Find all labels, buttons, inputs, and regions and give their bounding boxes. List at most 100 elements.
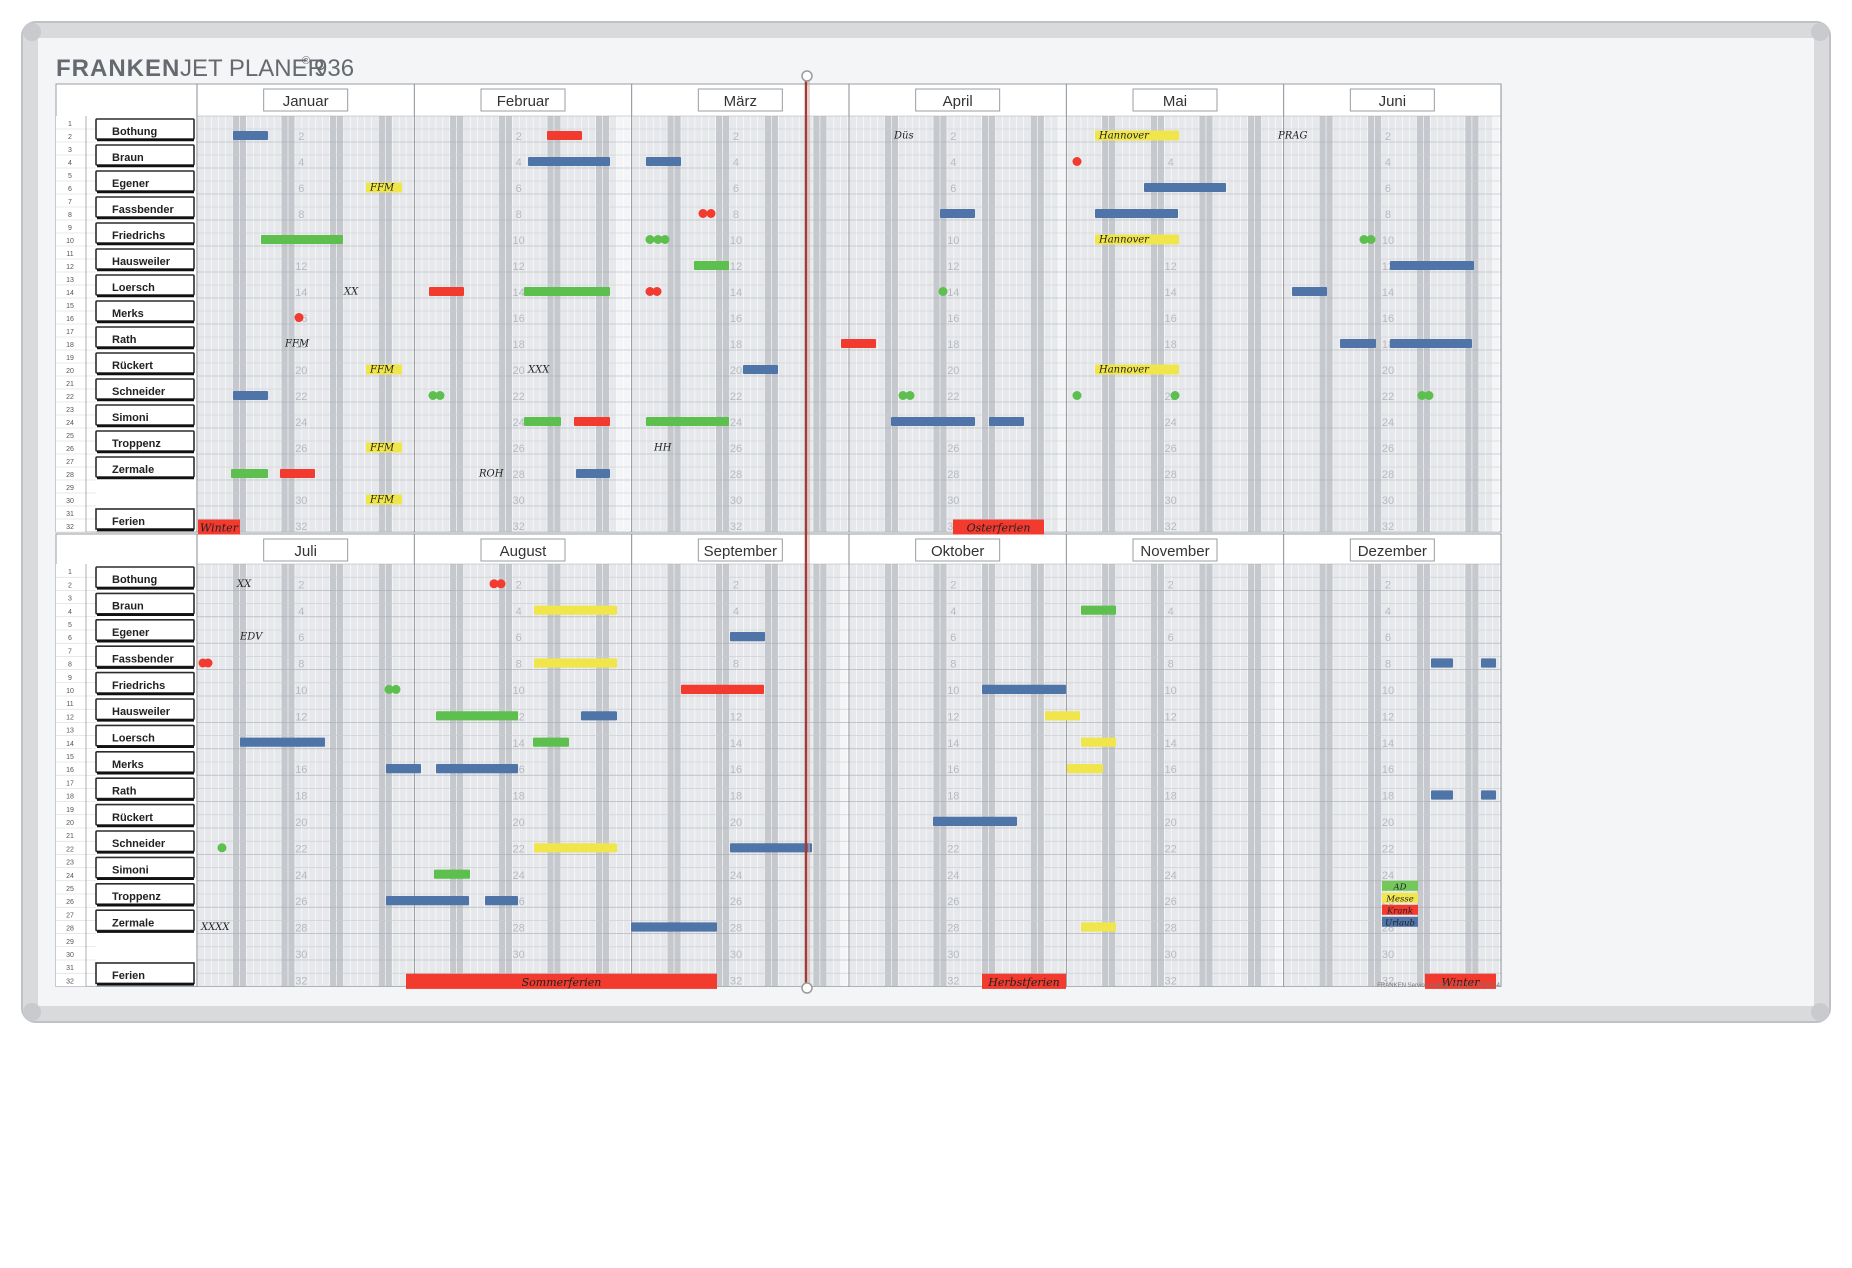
planning-magnet bbox=[280, 469, 315, 478]
row-marker: 2 bbox=[1385, 579, 1391, 591]
staff-name: Egener bbox=[112, 178, 150, 190]
row-marker: 6 bbox=[298, 632, 304, 644]
row-marker: 24 bbox=[947, 870, 959, 882]
row-marker: 2 bbox=[298, 131, 304, 143]
row-marker: 24 bbox=[513, 417, 525, 429]
row-marker: 8 bbox=[733, 659, 739, 671]
handwritten-note: FFM bbox=[369, 183, 395, 194]
holiday-banner bbox=[198, 519, 240, 535]
label-magnet bbox=[366, 442, 402, 453]
row-marker: 28 bbox=[513, 923, 525, 935]
dot-magnet bbox=[1366, 235, 1376, 244]
month-tab bbox=[915, 538, 1001, 562]
row-marker: 8 bbox=[1385, 659, 1391, 671]
row-marker: 4 bbox=[733, 157, 739, 169]
row-marker: 18 bbox=[1382, 791, 1394, 803]
row-marker: 32 bbox=[1165, 975, 1177, 987]
planning-magnet bbox=[989, 417, 1024, 426]
name-strip bbox=[95, 750, 195, 773]
dot-magnet bbox=[645, 235, 655, 244]
row-number: 10 bbox=[66, 688, 74, 695]
month-tab bbox=[263, 538, 349, 562]
row-number: 31 bbox=[66, 511, 74, 518]
dot-magnet bbox=[203, 658, 213, 668]
row-marker: 26 bbox=[730, 443, 742, 455]
row-number: 8 bbox=[68, 212, 72, 219]
staff-name: Schneider bbox=[112, 838, 166, 850]
planner-half-bottom: 2468101214161820222426283032Juli24681012… bbox=[55, 533, 1502, 987]
row-marker: 2 bbox=[1385, 131, 1391, 143]
dot-magnet bbox=[1424, 391, 1434, 400]
row-marker: 18 bbox=[947, 339, 959, 351]
row-number: 28 bbox=[66, 926, 74, 933]
row-marker: 28 bbox=[513, 469, 525, 481]
row-marker: 22 bbox=[513, 391, 525, 403]
row-marker: 12 bbox=[295, 711, 307, 723]
row-marker: 30 bbox=[513, 495, 525, 507]
row-number: 19 bbox=[66, 355, 74, 362]
row-number: 18 bbox=[66, 342, 74, 349]
row-marker: 10 bbox=[947, 235, 959, 247]
label-magnet bbox=[1095, 234, 1179, 245]
month-label: September bbox=[704, 543, 777, 560]
row-marker: 6 bbox=[733, 183, 739, 195]
handwritten-note: EDV bbox=[239, 632, 264, 643]
row-marker: 14 bbox=[1165, 738, 1177, 750]
row-marker: 16 bbox=[947, 764, 959, 776]
staff-name: Bothung bbox=[112, 574, 157, 586]
planning-magnet bbox=[743, 365, 778, 374]
row-marker: 20 bbox=[1382, 365, 1394, 377]
row-marker: 10 bbox=[947, 685, 959, 697]
label-magnet bbox=[1095, 130, 1179, 141]
row-marker: 18 bbox=[947, 791, 959, 803]
handwritten-note: FFM bbox=[369, 495, 395, 506]
planning-magnet bbox=[1081, 922, 1116, 932]
row-number: 3 bbox=[68, 147, 72, 154]
month-label: Januar bbox=[283, 93, 329, 110]
planning-magnet bbox=[1481, 790, 1496, 800]
row-number: 26 bbox=[66, 899, 74, 906]
row-marker: 6 bbox=[950, 632, 956, 644]
row-marker: 2 bbox=[733, 131, 739, 143]
planning-magnet bbox=[681, 684, 764, 694]
planning-magnet bbox=[1431, 658, 1453, 668]
row-marker: 14 bbox=[1382, 287, 1394, 299]
planning-magnet bbox=[982, 684, 1066, 694]
row-marker: 20 bbox=[513, 817, 525, 829]
row-number: 15 bbox=[66, 303, 74, 310]
row-marker: 22 bbox=[1382, 843, 1394, 855]
row-number: 22 bbox=[66, 846, 74, 853]
month-tab bbox=[697, 88, 783, 112]
legend-label: Messe bbox=[1385, 894, 1414, 904]
staff-name: Braun bbox=[112, 152, 144, 164]
row-marker: 26 bbox=[1165, 896, 1177, 908]
staff-name: Troppenz bbox=[112, 891, 161, 903]
planning-magnet bbox=[940, 209, 975, 218]
month-label: Dezember bbox=[1358, 543, 1427, 560]
dot-magnet bbox=[938, 287, 948, 296]
staff-name: Schneider bbox=[112, 386, 166, 398]
month-tab bbox=[1132, 88, 1218, 112]
row-number: 9 bbox=[68, 675, 72, 682]
row-marker: 8 bbox=[298, 209, 304, 221]
row-marker: 26 bbox=[513, 443, 525, 455]
row-marker: 22 bbox=[295, 391, 307, 403]
row-number: 17 bbox=[66, 780, 74, 787]
row-marker: 12 bbox=[295, 261, 307, 273]
planning-magnet bbox=[1144, 183, 1226, 192]
row-number: 2 bbox=[68, 582, 72, 589]
row-marker: 10 bbox=[513, 235, 525, 247]
dot-magnet bbox=[898, 391, 908, 400]
legend-label: Krank bbox=[1386, 906, 1413, 916]
row-marker: 12 bbox=[730, 711, 742, 723]
month-label: November bbox=[1140, 543, 1209, 560]
row-marker: 22 bbox=[947, 843, 959, 855]
row-marker: 6 bbox=[516, 183, 522, 195]
row-number: 1 bbox=[68, 569, 72, 576]
month-label: Juli bbox=[294, 543, 317, 560]
row-marker: 18 bbox=[730, 791, 742, 803]
row-marker: 22 bbox=[1382, 391, 1394, 403]
planning-magnet bbox=[1390, 261, 1474, 270]
legend-label: AD bbox=[1393, 882, 1407, 892]
row-number: 16 bbox=[66, 316, 74, 323]
